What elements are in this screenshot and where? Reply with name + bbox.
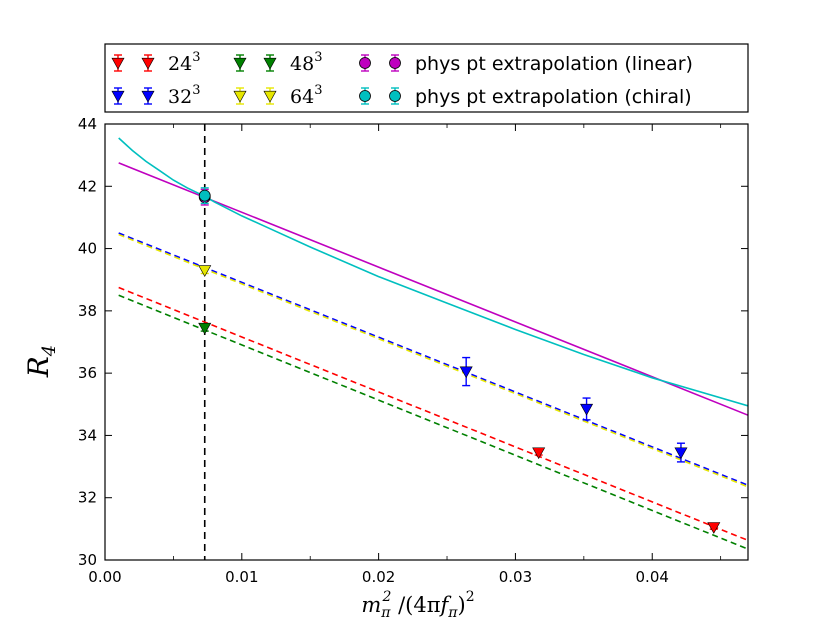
legend-marker [141, 90, 155, 103]
legend-marker [389, 90, 401, 102]
y-tick-label-5: 40 [78, 240, 97, 258]
data-point-3-0 [198, 265, 212, 277]
legend-label-4: phys pt extrapolation (linear) [415, 53, 693, 75]
y-tick-label-4: 38 [78, 302, 97, 320]
legend-marker [141, 57, 155, 70]
plot-area [105, 124, 748, 560]
data-point-1-1 [580, 403, 594, 416]
data-point-2-0 [198, 322, 212, 335]
fit-line-1 [118, 232, 748, 486]
x-tick-label-0: 0.00 [88, 568, 121, 586]
y-axis-label-main: R [22, 356, 55, 378]
x-tick-label-3: 0.03 [499, 568, 532, 586]
legend-label-2: 483 [290, 50, 322, 75]
y-axis-label-sub: 4 [39, 345, 60, 357]
fit-line-5 [118, 137, 748, 407]
legend-marker [263, 57, 277, 70]
legend-entry-1: 323 [111, 83, 200, 108]
plot-frame [104, 123, 749, 561]
x-tick-label-4: 0.04 [636, 568, 669, 586]
x-tick-label-1: 0.01 [225, 568, 258, 586]
x-tick-label-2: 0.02 [362, 568, 395, 586]
data-point-1-0 [459, 366, 473, 379]
legend-entry-0: 243 [111, 50, 200, 75]
legend-label-1: 323 [168, 83, 200, 108]
legend-marker [111, 90, 125, 103]
legend-marker [359, 57, 371, 69]
legend-marker [263, 90, 277, 103]
legend-marker [389, 57, 401, 69]
svg-text:R4: R4 [22, 345, 60, 379]
fit-line-2 [118, 294, 748, 550]
legend-marker [233, 90, 247, 103]
legend-entry-2: 483 [233, 50, 322, 75]
data-point-0-1 [707, 522, 721, 534]
plot-background [105, 124, 748, 560]
legend-box [104, 43, 749, 113]
legend-entry-4: phys pt extrapolation (linear) [359, 53, 693, 75]
legend: 243 323 483 643 phys pt extrapolation (linea… [104, 43, 749, 113]
x-axis-label: mπ2 /(4πfπ)2 [361, 589, 474, 621]
axes: 0.00 0.01 0.02 0.03 0.04 30 32 34 36 38 40 42 44 [78, 115, 749, 586]
legend-marker [233, 57, 247, 70]
data-point-1-2 [674, 447, 688, 460]
data-point-0-0 [532, 447, 546, 460]
y-tick-label-1: 32 [78, 489, 97, 507]
legend-label-0: 243 [168, 50, 200, 75]
y-tick-label-6: 42 [78, 177, 97, 195]
y-tick-label-7: 44 [78, 115, 97, 133]
y-tick-label-0: 30 [78, 551, 97, 569]
legend-label-5: phys pt extrapolation (chiral) [415, 86, 692, 108]
legend-label-3: 643 [290, 83, 322, 108]
legend-marker [359, 90, 371, 102]
fit-line-4 [118, 162, 748, 416]
y-tick-label-3: 36 [78, 364, 97, 382]
legend-entry-5: phys pt extrapolation (chiral) [359, 86, 692, 108]
data-points [198, 187, 721, 534]
legend-marker [111, 57, 125, 70]
fit-line-0 [118, 286, 748, 542]
legend-entry-3: 643 [233, 83, 322, 108]
y-tick-label-2: 34 [78, 426, 97, 444]
data-point-5-0 [198, 189, 211, 202]
fit-line-3 [118, 233, 748, 488]
y-axis-label: R4 [22, 345, 60, 379]
